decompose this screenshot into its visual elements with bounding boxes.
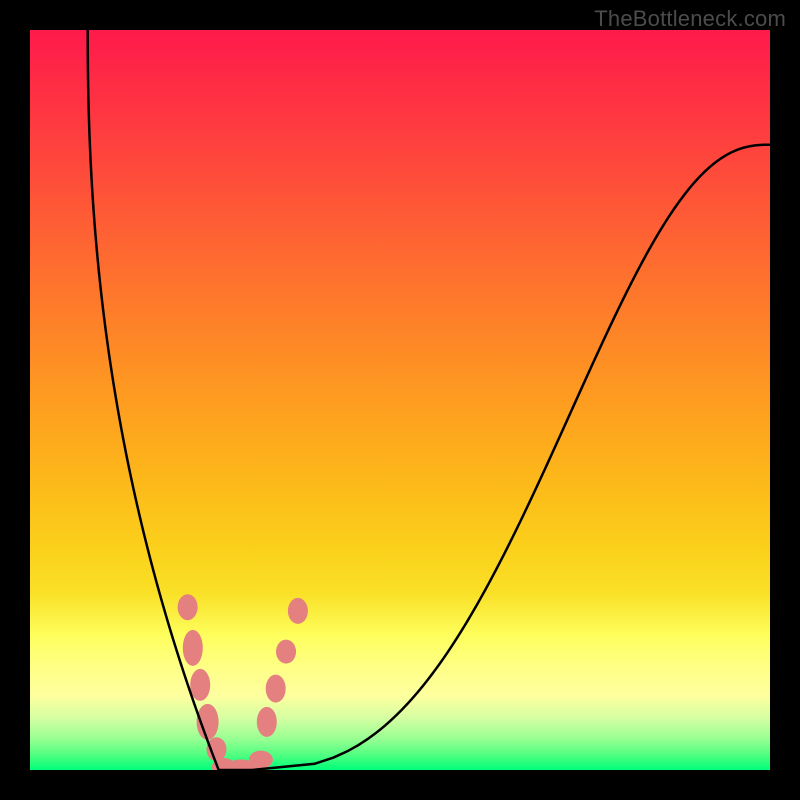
watermark-text: TheBottleneck.com bbox=[594, 6, 786, 32]
chart-stage: TheBottleneck.com bbox=[0, 0, 800, 800]
plot-gradient-background bbox=[30, 30, 770, 770]
